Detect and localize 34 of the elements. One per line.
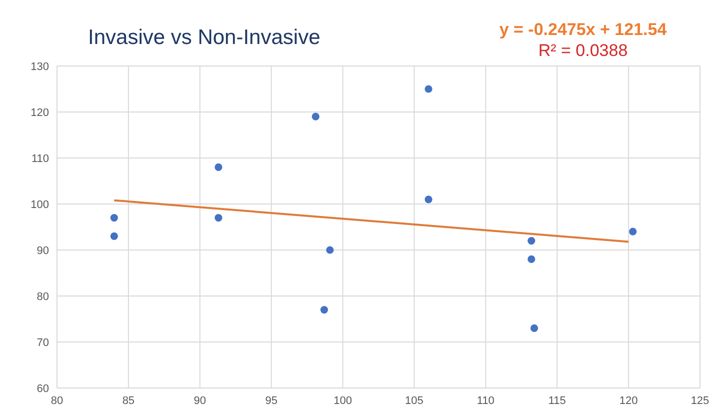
point [424,85,432,93]
chart-title: Invasive vs Non-Invasive [88,26,320,50]
point [326,246,334,254]
point [528,255,536,263]
x-tick-label: 80 [50,394,64,407]
x-tick-label: 95 [265,394,278,407]
point [424,196,432,204]
text: y = -0.2475x + 121.54 [498,20,668,40]
point [214,163,222,171]
x-tick-label: 105 [405,394,424,407]
x-tick-label: 85 [122,394,135,407]
y-tick-label: 90 [36,244,49,257]
y-tick-label: 80 [36,290,49,303]
y-tick-label: 70 [36,336,49,349]
x-tick-label: 100 [334,394,352,407]
y-tick-label: 120 [30,106,49,119]
point [110,214,118,222]
text: R² = 0.0388 [537,41,629,61]
y-tick-label: 100 [30,198,49,211]
point [629,228,637,236]
point [110,232,118,240]
y-tick-label: 130 [30,60,49,73]
point [528,237,536,245]
y-tick-label: 60 [36,382,49,395]
point [320,306,328,314]
point [530,324,538,332]
point [312,112,320,120]
x-tick-label: 90 [194,394,206,407]
x-tick-label: 115 [548,394,566,407]
point [214,214,222,222]
x-tick-label: 110 [476,394,494,407]
x-tick-label: 125 [690,394,710,407]
x-tick-label: 120 [619,394,638,407]
y-tick-label: 110 [31,152,49,165]
